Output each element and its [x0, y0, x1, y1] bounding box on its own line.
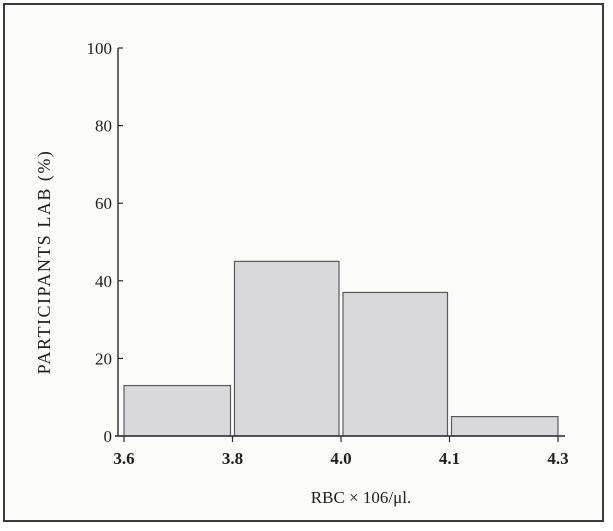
x-tick-label: 4.1	[439, 449, 460, 468]
y-tick-label: 20	[95, 349, 112, 368]
bar-4.1-4.3	[450, 416, 559, 437]
x-ticks: 3.6 3.8 4.0 4.1 4.3	[113, 436, 569, 468]
x-tick-label: 3.6	[113, 449, 134, 468]
bar-4-4.1	[342, 291, 449, 437]
bar-3.8-4	[233, 260, 340, 437]
y-axis-label: PARTICIPANTS LAB (%)	[34, 150, 55, 375]
y-tick-label: 80	[95, 117, 112, 136]
y-tick-label: 0	[104, 427, 113, 446]
y-tick-label: 60	[95, 194, 112, 213]
axes-layer	[115, 48, 565, 437]
x-tick-label: 3.8	[222, 449, 243, 468]
x-axis-label: RBC × 106/μl.	[311, 488, 411, 507]
y-tick-label: 40	[95, 272, 112, 291]
y-tick-label: 100	[87, 39, 113, 58]
x-tick-label: 4.3	[547, 449, 568, 468]
bar-3.6-3.8	[123, 384, 232, 437]
bars-layer	[123, 260, 559, 437]
x-tick-label: 4.0	[330, 449, 351, 468]
y-ticks: 0 20 40 60 80 100	[87, 39, 123, 446]
